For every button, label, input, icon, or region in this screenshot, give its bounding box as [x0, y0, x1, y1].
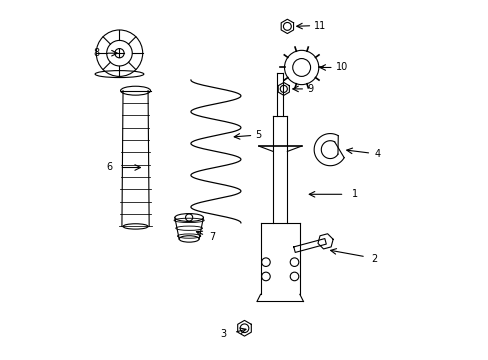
Text: 9: 9 — [306, 84, 312, 94]
Text: 8: 8 — [94, 48, 100, 58]
Text: 6: 6 — [106, 162, 112, 172]
Text: 5: 5 — [255, 130, 261, 140]
Text: 4: 4 — [374, 149, 380, 159]
Text: 11: 11 — [313, 21, 326, 31]
Text: 7: 7 — [208, 232, 215, 242]
Text: 2: 2 — [370, 253, 377, 264]
Text: 1: 1 — [351, 189, 357, 199]
Text: 10: 10 — [335, 63, 347, 72]
Text: 3: 3 — [220, 329, 226, 339]
